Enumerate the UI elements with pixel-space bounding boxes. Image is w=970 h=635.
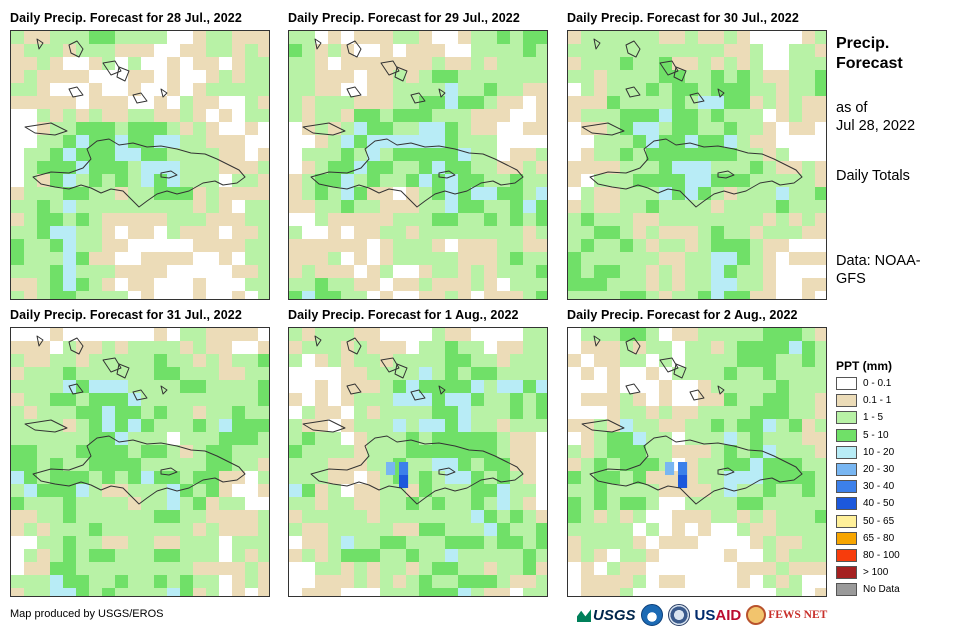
legend-swatch <box>836 445 857 459</box>
fewsnet-globe-icon <box>746 605 767 625</box>
forecast-map-jul-28 <box>10 30 270 300</box>
legend-item: 0 - 0.1 <box>836 375 966 392</box>
legend-label: 20 - 30 <box>863 464 895 476</box>
legend-rows: 0 - 0.1 0.1 - 1 1 - 5 5 - 10 10 - 20 20 - 30 3… <box>836 375 966 598</box>
panel-title: Daily Precip. Forecast for 30 Jul., 2022 <box>567 11 799 25</box>
legend-item: 20 - 30 <box>836 461 966 478</box>
legend-swatch <box>836 531 857 545</box>
forecast-map-aug-1 <box>288 327 548 597</box>
legend-label: 1 - 5 <box>863 412 884 424</box>
usaid-logo: US AID <box>694 606 742 624</box>
legend-swatch <box>836 480 857 494</box>
legend-swatch <box>836 377 857 391</box>
panel-title: Daily Precip. Forecast for 1 Aug., 2022 <box>288 308 519 322</box>
legend-label: 0 - 0.1 <box>863 378 892 390</box>
legend-swatch <box>836 566 857 580</box>
legend-item: 30 - 40 <box>836 478 966 495</box>
usgs-logo: USGS <box>577 607 636 624</box>
panel-title: Daily Precip. Forecast for 31 Jul., 2022 <box>10 308 242 322</box>
legend-item: 80 - 100 <box>836 547 966 564</box>
legend-item: 5 - 10 <box>836 427 966 444</box>
noaa-logo <box>640 604 663 626</box>
legend-label: No Data <box>863 584 900 596</box>
legend-label: > 100 <box>863 567 889 579</box>
legend-title: PPT (mm) <box>836 359 893 373</box>
legend-label: 65 - 80 <box>863 532 895 544</box>
forecast-map-jul-31 <box>10 327 270 597</box>
legend-label: 80 - 100 <box>863 549 900 561</box>
legend-swatch <box>836 514 857 528</box>
data-source: Data: NOAA-GFS <box>836 253 921 287</box>
legend-item: 65 - 80 <box>836 530 966 547</box>
forecast-map-aug-2 <box>567 327 827 597</box>
legend-item: 10 - 20 <box>836 444 966 461</box>
legend-label: 40 - 50 <box>863 498 895 510</box>
legend: PPT (mm) 0 - 0.1 0.1 - 1 1 - 5 5 - 10 10 - 2… <box>836 359 966 598</box>
legend-item: 1 - 5 <box>836 409 966 426</box>
usgs-wave-icon <box>577 609 591 622</box>
as-of-block: as of Jul 28, 2022 <box>836 99 946 135</box>
noaa-seal-icon <box>640 604 663 626</box>
legend-swatch <box>836 583 857 597</box>
legend-item: 50 - 65 <box>836 513 966 530</box>
legend-swatch <box>836 394 857 408</box>
as-of-label: as of <box>836 100 868 116</box>
legend-swatch <box>836 411 857 425</box>
panel-title: Daily Precip. Forecast for 29 Jul., 2022 <box>288 11 520 25</box>
state-seal-icon <box>667 604 690 626</box>
legend-item: 0.1 - 1 <box>836 392 966 409</box>
legend-swatch <box>836 497 857 511</box>
legend-label: 10 - 20 <box>863 446 895 458</box>
legend-label: 30 - 40 <box>863 481 895 493</box>
forecast-map-jul-30 <box>567 30 827 300</box>
legend-item: No Data <box>836 581 966 598</box>
legend-item: 40 - 50 <box>836 495 966 512</box>
agency-logos: USGS US AID FEWS NET <box>577 601 827 629</box>
as-of-date: Jul 28, 2022 <box>836 118 916 134</box>
legend-item: > 100 <box>836 564 966 581</box>
fewsnet-logo: FEWS NET <box>746 605 827 625</box>
forecast-map-jul-29 <box>288 30 548 300</box>
credit-text: Map produced by USGS/EROS <box>10 608 164 620</box>
state-dept-logo <box>667 604 690 626</box>
legend-swatch <box>836 548 857 562</box>
legend-label: 5 - 10 <box>863 429 889 441</box>
panel-title: Daily Precip. Forecast for 28 Jul., 2022 <box>10 11 242 25</box>
legend-label: 0.1 - 1 <box>863 395 892 407</box>
daily-totals-label: Daily Totals <box>836 168 910 184</box>
panel-title: Daily Precip. Forecast for 2 Aug., 2022 <box>567 308 798 322</box>
legend-swatch <box>836 428 857 442</box>
legend-label: 50 - 65 <box>863 515 895 527</box>
side-title: Precip. Forecast <box>836 35 903 72</box>
legend-swatch <box>836 463 857 477</box>
